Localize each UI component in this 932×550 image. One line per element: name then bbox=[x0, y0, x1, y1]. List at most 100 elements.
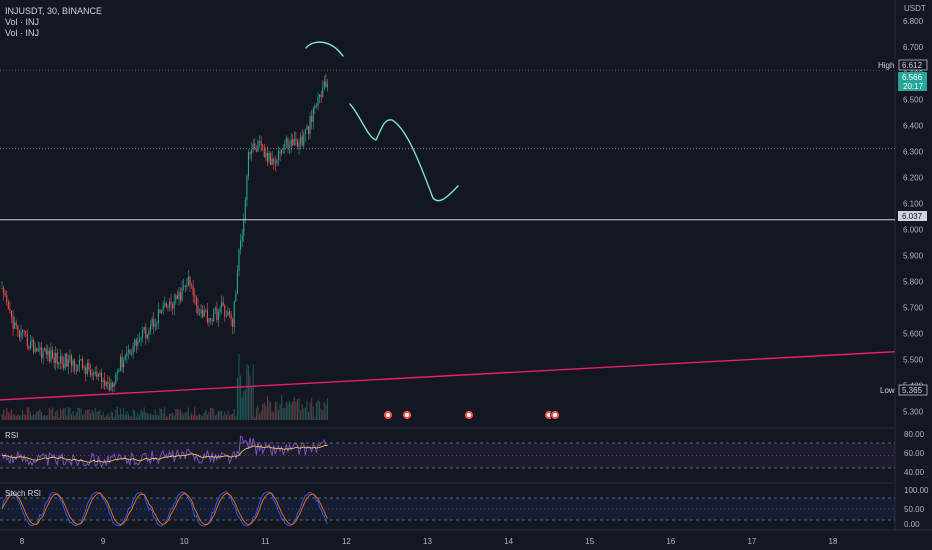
volume-bar bbox=[309, 402, 311, 420]
candle-body bbox=[320, 94, 322, 97]
candle-body bbox=[28, 346, 30, 349]
candle-body bbox=[309, 116, 311, 134]
candle-body bbox=[224, 305, 226, 316]
candle-body bbox=[75, 370, 77, 371]
candle-body bbox=[260, 141, 262, 146]
candle-body bbox=[247, 152, 250, 177]
candle-body bbox=[153, 319, 155, 327]
candle-body bbox=[254, 143, 256, 150]
volume-bar bbox=[85, 409, 87, 420]
candle-body bbox=[210, 318, 212, 320]
event-flag-dot bbox=[386, 413, 390, 417]
volume-bar bbox=[301, 404, 303, 420]
candle-body bbox=[317, 97, 319, 107]
candle-body bbox=[110, 382, 112, 391]
volume-bar bbox=[105, 415, 107, 420]
stoch-tick: 0.00 bbox=[904, 520, 920, 529]
volume-bar bbox=[241, 396, 243, 420]
candle-body bbox=[74, 360, 76, 371]
candle-body bbox=[86, 363, 88, 375]
volume-bar bbox=[206, 414, 208, 420]
candle-body bbox=[181, 287, 183, 301]
candle-body bbox=[289, 146, 291, 148]
volume-bar bbox=[137, 412, 139, 420]
candle-body bbox=[298, 143, 300, 147]
volume-bar bbox=[69, 407, 71, 420]
rsi-tick: 80.00 bbox=[904, 430, 925, 439]
candle-body bbox=[191, 285, 193, 286]
volume-bar bbox=[39, 409, 41, 420]
candle-body bbox=[282, 148, 284, 150]
volume-legend: Vol · INJ bbox=[5, 28, 40, 38]
volume-bar bbox=[312, 406, 314, 420]
high-tag: High 6.612 bbox=[873, 59, 928, 71]
volume-bar bbox=[183, 414, 185, 420]
candle-body bbox=[88, 363, 90, 370]
volume-bar bbox=[153, 414, 155, 420]
volume-bar bbox=[165, 416, 167, 420]
volume-bar bbox=[293, 397, 295, 420]
volume-bar bbox=[131, 416, 133, 420]
stoch-label: Stoch RSI bbox=[5, 489, 41, 498]
volume-bar bbox=[197, 415, 199, 420]
last-price-value: 6.566 bbox=[902, 73, 923, 82]
volume-bar bbox=[277, 409, 280, 420]
volume-bar bbox=[235, 416, 237, 420]
candle-body bbox=[164, 303, 166, 306]
candle-body bbox=[172, 304, 174, 309]
volume-bar bbox=[21, 409, 24, 420]
candle-body bbox=[9, 309, 11, 311]
price-tick: 5.800 bbox=[903, 277, 924, 286]
candle-body bbox=[14, 322, 16, 329]
volume-bar bbox=[14, 414, 16, 420]
volume-bar bbox=[161, 408, 163, 420]
time-axis[interactable]: 8 9 10 11 12 13 14 15 16 17 18 bbox=[20, 537, 838, 546]
candle-body bbox=[184, 285, 186, 287]
candle-body bbox=[228, 311, 231, 315]
price-tick: 6.300 bbox=[903, 147, 924, 156]
volume-bar bbox=[97, 410, 99, 420]
candle-body bbox=[91, 373, 93, 376]
candle-body bbox=[258, 141, 261, 142]
volume-bar bbox=[138, 415, 141, 420]
candle-body bbox=[219, 307, 221, 313]
volume-bar bbox=[110, 411, 112, 420]
price-tick: 6.700 bbox=[903, 43, 924, 52]
price-tick: 5.500 bbox=[903, 356, 924, 365]
volume-bar bbox=[124, 414, 126, 420]
volume-bar bbox=[132, 409, 134, 420]
volume-bar bbox=[6, 407, 8, 420]
volume-bar bbox=[187, 407, 189, 420]
candle-body bbox=[119, 356, 122, 371]
price-tick: 6.500 bbox=[903, 95, 924, 104]
drawing-top-arc[interactable] bbox=[305, 41, 344, 57]
candle-body bbox=[145, 327, 147, 339]
candle-body bbox=[105, 381, 107, 386]
candle-body bbox=[195, 296, 197, 306]
candle-body bbox=[206, 310, 208, 323]
stoch-band bbox=[0, 498, 895, 520]
trendline[interactable] bbox=[0, 351, 896, 401]
candle-body bbox=[213, 309, 215, 322]
volume-bar bbox=[28, 407, 30, 420]
drawing-projection-path[interactable] bbox=[349, 103, 459, 202]
volume-bar bbox=[149, 413, 152, 420]
candle-body bbox=[233, 301, 235, 327]
volume-bar bbox=[61, 410, 63, 420]
candle-body bbox=[221, 302, 223, 308]
volume-bar bbox=[143, 407, 145, 420]
candle-body bbox=[326, 83, 329, 87]
volume-bar bbox=[151, 414, 153, 420]
candle-body bbox=[243, 220, 245, 236]
candle-body bbox=[287, 138, 289, 148]
price-tick: 6.400 bbox=[903, 121, 924, 130]
candle-body bbox=[1, 288, 3, 290]
candle-body bbox=[268, 153, 270, 162]
time-tick: 18 bbox=[829, 537, 838, 546]
volume-bar bbox=[285, 401, 287, 420]
candle-body bbox=[235, 293, 237, 302]
volume-bar bbox=[94, 407, 96, 420]
candle-body bbox=[154, 324, 156, 327]
